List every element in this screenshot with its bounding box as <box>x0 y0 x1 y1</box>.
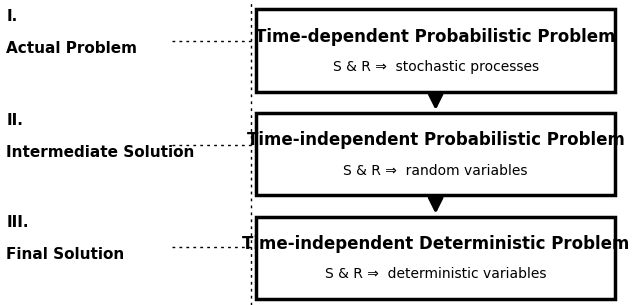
Text: Final Solution: Final Solution <box>6 247 125 262</box>
FancyBboxPatch shape <box>256 9 616 92</box>
Text: S & R ⇒  stochastic processes: S & R ⇒ stochastic processes <box>333 60 539 74</box>
Text: Intermediate Solution: Intermediate Solution <box>6 145 195 160</box>
Text: Time-independent Probabilistic Problem: Time-independent Probabilistic Problem <box>247 131 625 149</box>
Text: Time-independent Deterministic Problem: Time-independent Deterministic Problem <box>242 235 630 253</box>
Text: Actual Problem: Actual Problem <box>6 41 137 56</box>
Text: S & R ⇒  random variables: S & R ⇒ random variables <box>343 164 528 178</box>
FancyBboxPatch shape <box>256 113 616 195</box>
Text: I.: I. <box>6 9 18 24</box>
Text: II.: II. <box>6 113 24 128</box>
FancyBboxPatch shape <box>256 217 616 299</box>
Text: S & R ⇒  deterministic variables: S & R ⇒ deterministic variables <box>325 267 546 282</box>
Text: Time-dependent Probabilistic Problem: Time-dependent Probabilistic Problem <box>256 27 616 46</box>
Text: III.: III. <box>6 215 29 230</box>
